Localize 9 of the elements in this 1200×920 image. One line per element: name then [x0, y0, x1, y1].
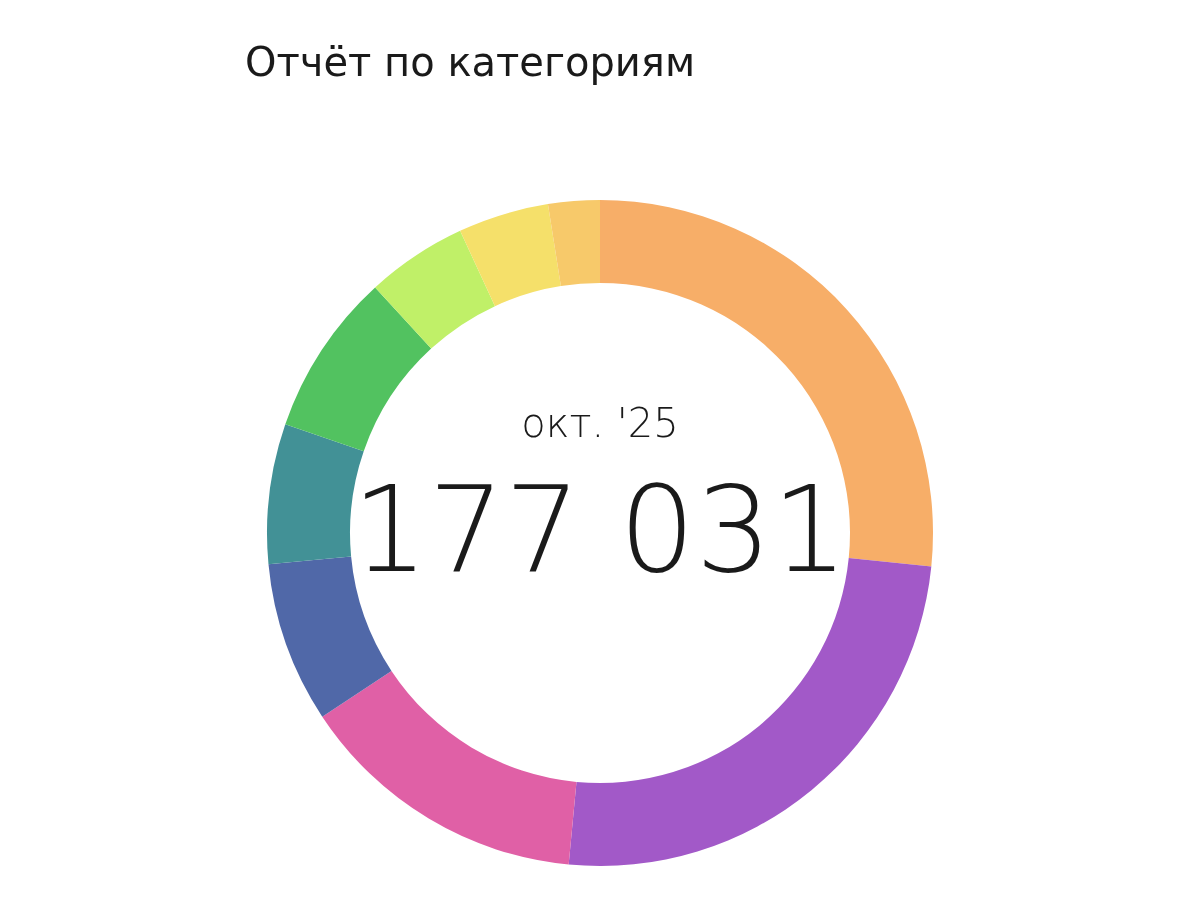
donut-slice — [322, 670, 577, 865]
donut-slice — [460, 204, 561, 307]
donut-slice — [547, 200, 600, 287]
donut-slice — [285, 287, 432, 452]
chart-title: Отчёт по категориям — [245, 39, 696, 85]
text: окт. '25 — [521, 400, 679, 446]
donut-slice — [267, 424, 364, 565]
text: 177 031 — [351, 460, 849, 599]
donut-slice — [375, 230, 495, 349]
